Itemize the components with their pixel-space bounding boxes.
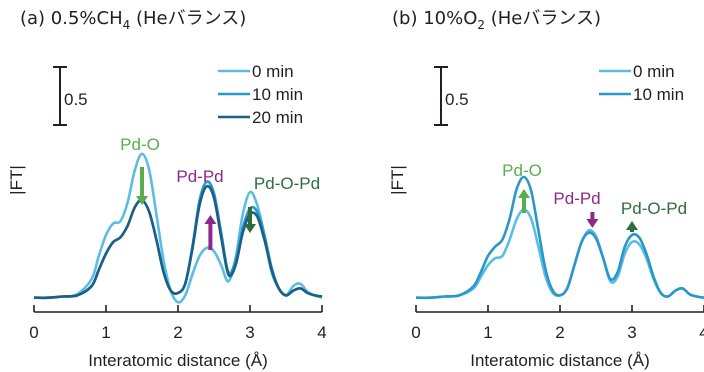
panel-a-y-axis-label: |FT| (7, 165, 26, 195)
panel-a-axes (33, 305, 323, 313)
panel-a-title: (a) 0.5%CH4 (Heバランス) (20, 8, 246, 32)
panel-a-annotations: Pd-O Pd-Pd Pd-O-Pd (120, 135, 320, 250)
panel-a: (a) 0.5%CH4 (Heバランス) |FT| Interatomic di… (7, 8, 327, 370)
panel-b-annotation-arrow-head (518, 189, 530, 198)
panel-a-legend-label: 10 min (252, 85, 303, 104)
panel-b-annotation-label: Pd-O-Pd (621, 199, 687, 218)
panel-b-annotations: Pd-O Pd-Pd Pd-O-Pd (502, 161, 687, 232)
panel-a-legend: 0 min 10 min 20 min (218, 62, 303, 127)
panel-a-annotation-label: Pd-O-Pd (254, 174, 320, 193)
panel-b-annotation-label: Pd-O (502, 161, 542, 180)
panel-b: (b) 10%O2 (Heバランス) |FT| Interatomic dist… (388, 8, 704, 370)
panel-a-scale-bar-label: 0.5 (64, 90, 88, 109)
panel-a-x-axis-label: Interatomic distance (Å) (88, 351, 268, 370)
panel-a-plot-area (33, 152, 323, 304)
panel-a-series-line-1 (33, 180, 323, 300)
panel-b-x-tick-label: 1 (483, 323, 492, 342)
panel-a-tick-labels: 0 1 2 3 4 (29, 323, 326, 342)
panel-a-x-tick-label: 1 (101, 323, 110, 342)
panel-a-series-line-2 (33, 184, 323, 300)
panel-a-x-tick-label: 0 (29, 323, 38, 342)
panel-b-annotation-arrow-head (586, 219, 599, 228)
panel-a-legend-label: 0 min (252, 62, 294, 81)
panel-b-annotation-label: Pd-Pd (553, 189, 600, 208)
panel-b-x-tick-label: 4 (699, 323, 704, 342)
panel-a-annotation-arrow-head (136, 196, 148, 205)
panel-a-x-tick-label: 2 (173, 323, 182, 342)
panel-b-scale-bar-label: 0.5 (445, 90, 469, 109)
panel-a-annotation-label: Pd-O (120, 135, 160, 154)
panel-b-series-line-0 (415, 208, 704, 300)
panel-b-tick-labels: 0 1 2 3 4 (411, 323, 704, 342)
panel-b-series-line-1 (415, 175, 704, 300)
panel-a-x-tick-label: 3 (245, 323, 254, 342)
panel-b-x-axis-label: Interatomic distance (Å) (470, 351, 650, 370)
panel-b-annotation-arrow-head (626, 221, 638, 230)
panel-a-x-tick-label: 4 (317, 323, 326, 342)
panel-b-axes (415, 305, 704, 313)
panel-b-legend-label: 10 min (633, 85, 684, 104)
panel-b-title: (b) 10%O2 (Heバランス) (392, 8, 601, 32)
panel-b-x-tick-label: 0 (411, 323, 420, 342)
panel-b-scale-bar: 0.5 (434, 66, 469, 126)
panel-b-legend: 0 min 10 min (599, 62, 684, 104)
panel-a-annotation-arrow-head (204, 215, 217, 224)
panel-b-y-axis-label: |FT| (388, 165, 407, 195)
panel-b-x-tick-label: 3 (627, 323, 636, 342)
panel-b-x-tick-label: 2 (555, 323, 564, 342)
panel-a-legend-label: 20 min (252, 108, 303, 127)
panel-b-legend-label: 0 min (633, 62, 675, 81)
panel-a-annotation-label: Pd-Pd (176, 167, 223, 186)
panel-b-plot-area (415, 175, 704, 300)
panel-a-scale-bar: 0.5 (53, 66, 88, 126)
panel-a-annotation-arrow-head (244, 224, 256, 233)
